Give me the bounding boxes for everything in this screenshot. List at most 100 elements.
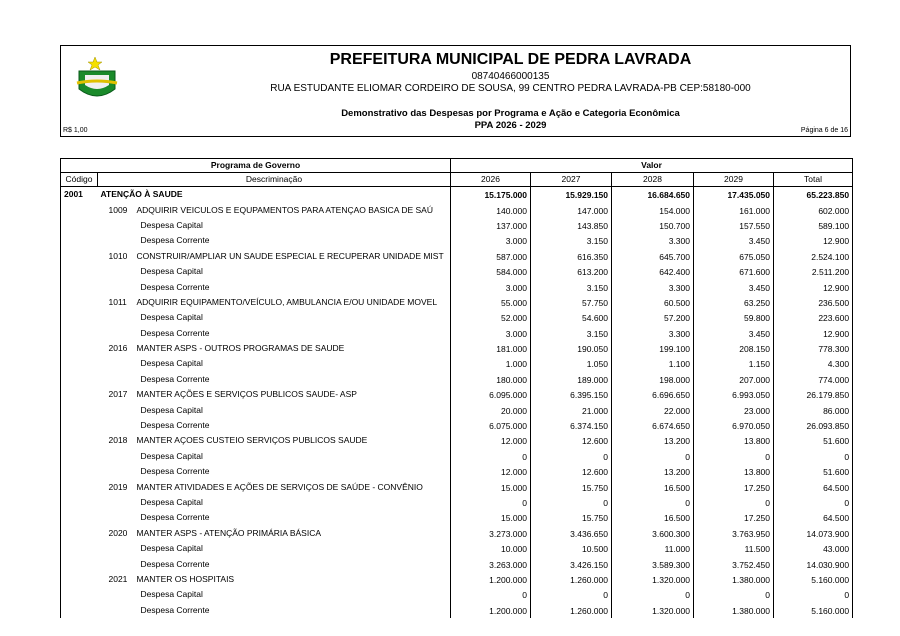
value-cell: 140.000	[450, 202, 531, 218]
description-cell: Despesa Corrente	[98, 603, 451, 618]
value-cell: 1.380.000	[693, 571, 774, 588]
description: Despesa Corrente	[140, 281, 210, 292]
value-cell: 3.000	[450, 325, 531, 341]
value-cell: 3.273.000	[450, 525, 531, 541]
code-cell	[60, 294, 98, 311]
code-cell	[60, 310, 98, 326]
value-cell: 6.993.050	[693, 387, 774, 403]
description-cell: Despesa Corrente	[98, 556, 451, 571]
description-cell: Despesa Capital	[98, 449, 451, 464]
table-row: Despesa Capital 1.000 1.050 1.100 1.150 4.300	[60, 356, 854, 372]
description: Despesa Corrente	[140, 235, 210, 246]
value-cell: 26.179.850	[772, 387, 854, 403]
code-cell	[60, 587, 98, 603]
code-cell	[60, 233, 98, 249]
code-cell	[60, 494, 98, 511]
description: Despesa Capital	[140, 219, 203, 230]
value-cell: 59.800	[693, 310, 774, 326]
description: Despesa Capital	[140, 266, 203, 277]
table-row: Despesa Corrente 1.200.000 1.260.000 1.320.…	[60, 602, 854, 618]
value-cell: 1.200.000	[450, 571, 531, 588]
code-cell	[60, 448, 98, 465]
value-cell: 5.160.000	[772, 602, 854, 618]
table-row: Despesa Corrente 3.000 3.150 3.300 3.450 12.9…	[60, 325, 854, 341]
action-code: 2016	[108, 343, 128, 354]
table-row: Despesa Capital 52.000 54.600 57.200 59.800 2…	[60, 310, 854, 326]
description: Despesa Corrente	[140, 604, 210, 615]
value-cell: 1.050	[530, 356, 612, 372]
value-cell: 12.900	[772, 325, 854, 341]
value-cell: 2.511.200	[772, 263, 854, 280]
value-cell: 181.000	[450, 340, 531, 357]
value-cell: 157.550	[693, 217, 774, 234]
value-cell: 16.684.650	[611, 186, 694, 203]
value-cell: 3.589.300	[611, 556, 694, 572]
description: ADQUIRIR EQUIPAMENTO/VEÍCULO, AMBULANCIA…	[136, 296, 438, 307]
value-cell: 0	[772, 587, 854, 603]
value-cell: 22.000	[611, 402, 694, 418]
value-cell: 54.600	[530, 310, 612, 326]
value-cell: 3.300	[611, 233, 694, 249]
description-cell: Despesa Corrente	[98, 233, 451, 248]
code-cell	[60, 571, 98, 588]
value-cell: 13.200	[611, 464, 694, 480]
value-cell: 0	[693, 448, 774, 465]
action-code: 1009	[108, 204, 128, 215]
value-cell: 65.223.850	[772, 186, 854, 203]
description-cell: Despesa Capital	[98, 264, 451, 279]
value-cell: 1.320.000	[611, 571, 694, 588]
description: Despesa Corrente	[140, 466, 210, 477]
code-cell	[60, 325, 98, 341]
value-cell: 15.750	[530, 479, 612, 495]
value-cell: 616.350	[530, 248, 612, 264]
action-code: 2021	[108, 573, 128, 584]
value-cell: 63.250	[693, 294, 774, 311]
code-cell	[60, 525, 98, 541]
column-header: 2026	[450, 172, 531, 187]
value-cell: 587.000	[450, 248, 531, 264]
code-cell	[60, 433, 98, 449]
action-code: 1011	[108, 296, 127, 307]
table-row: Despesa Corrente 12.000 12.600 13.200 13.800…	[60, 464, 854, 480]
action-code: 2019	[108, 481, 128, 492]
value-cell: 602.000	[772, 202, 854, 218]
value-cell: 3.000	[450, 279, 531, 295]
value-cell: 645.700	[611, 248, 694, 264]
value-cell: 3.450	[693, 279, 774, 295]
description-cell: Despesa Corrente	[98, 279, 451, 294]
value-cell: 10.000	[450, 540, 531, 557]
value-cell: 4.300	[772, 356, 854, 372]
table-row: Despesa Corrente 3.263.000 3.426.150 3.589.…	[60, 556, 854, 572]
description: Despesa Corrente	[140, 558, 210, 569]
description-cell: Despesa Capital	[98, 310, 451, 325]
value-cell: 1.200.000	[450, 602, 531, 618]
table-row: 2016 MANTER ASPS - OUTROS PROGRAMAS DE SA…	[60, 340, 854, 357]
description: ATENÇÃO À SAUDE	[100, 189, 183, 200]
value-cell: 6.674.650	[611, 417, 694, 434]
table-row: 2017 MANTER AÇÕES E SERVIÇOS PUBLICOS SAU…	[60, 387, 854, 403]
value-cell: 1.150	[693, 356, 774, 372]
table-row: 2020 MANTER ASPS - ATENÇÃO PRIMÁRIA BÁSIC…	[60, 525, 854, 541]
code-cell	[60, 464, 98, 480]
value-header: Valor	[449, 158, 854, 173]
value-cell: 14.030.900	[772, 556, 854, 572]
value-cell: 15.000	[450, 510, 531, 526]
description: Despesa Capital	[140, 589, 203, 600]
description-cell: 2021 MANTER OS HOSPITAIS	[98, 572, 451, 587]
value-cell: 0	[450, 448, 531, 465]
value-cell: 17.435.050	[693, 186, 774, 203]
value-cell: 21.000	[530, 402, 612, 418]
value-cell: 23.000	[693, 402, 774, 418]
value-cell: 60.500	[611, 294, 694, 311]
value-cell: 0	[530, 587, 612, 603]
value-cell: 3.300	[611, 279, 694, 295]
value-cell: 51.600	[772, 433, 854, 449]
code-cell	[60, 602, 98, 618]
group-header-row: Programa de Governo Valor	[60, 158, 854, 173]
value-cell: 1.380.000	[693, 602, 774, 618]
value-cell: 180.000	[450, 371, 531, 388]
code-cell: 2001	[60, 186, 98, 203]
description-cell: Despesa Corrente	[98, 326, 451, 341]
description: Despesa Capital	[140, 312, 203, 323]
